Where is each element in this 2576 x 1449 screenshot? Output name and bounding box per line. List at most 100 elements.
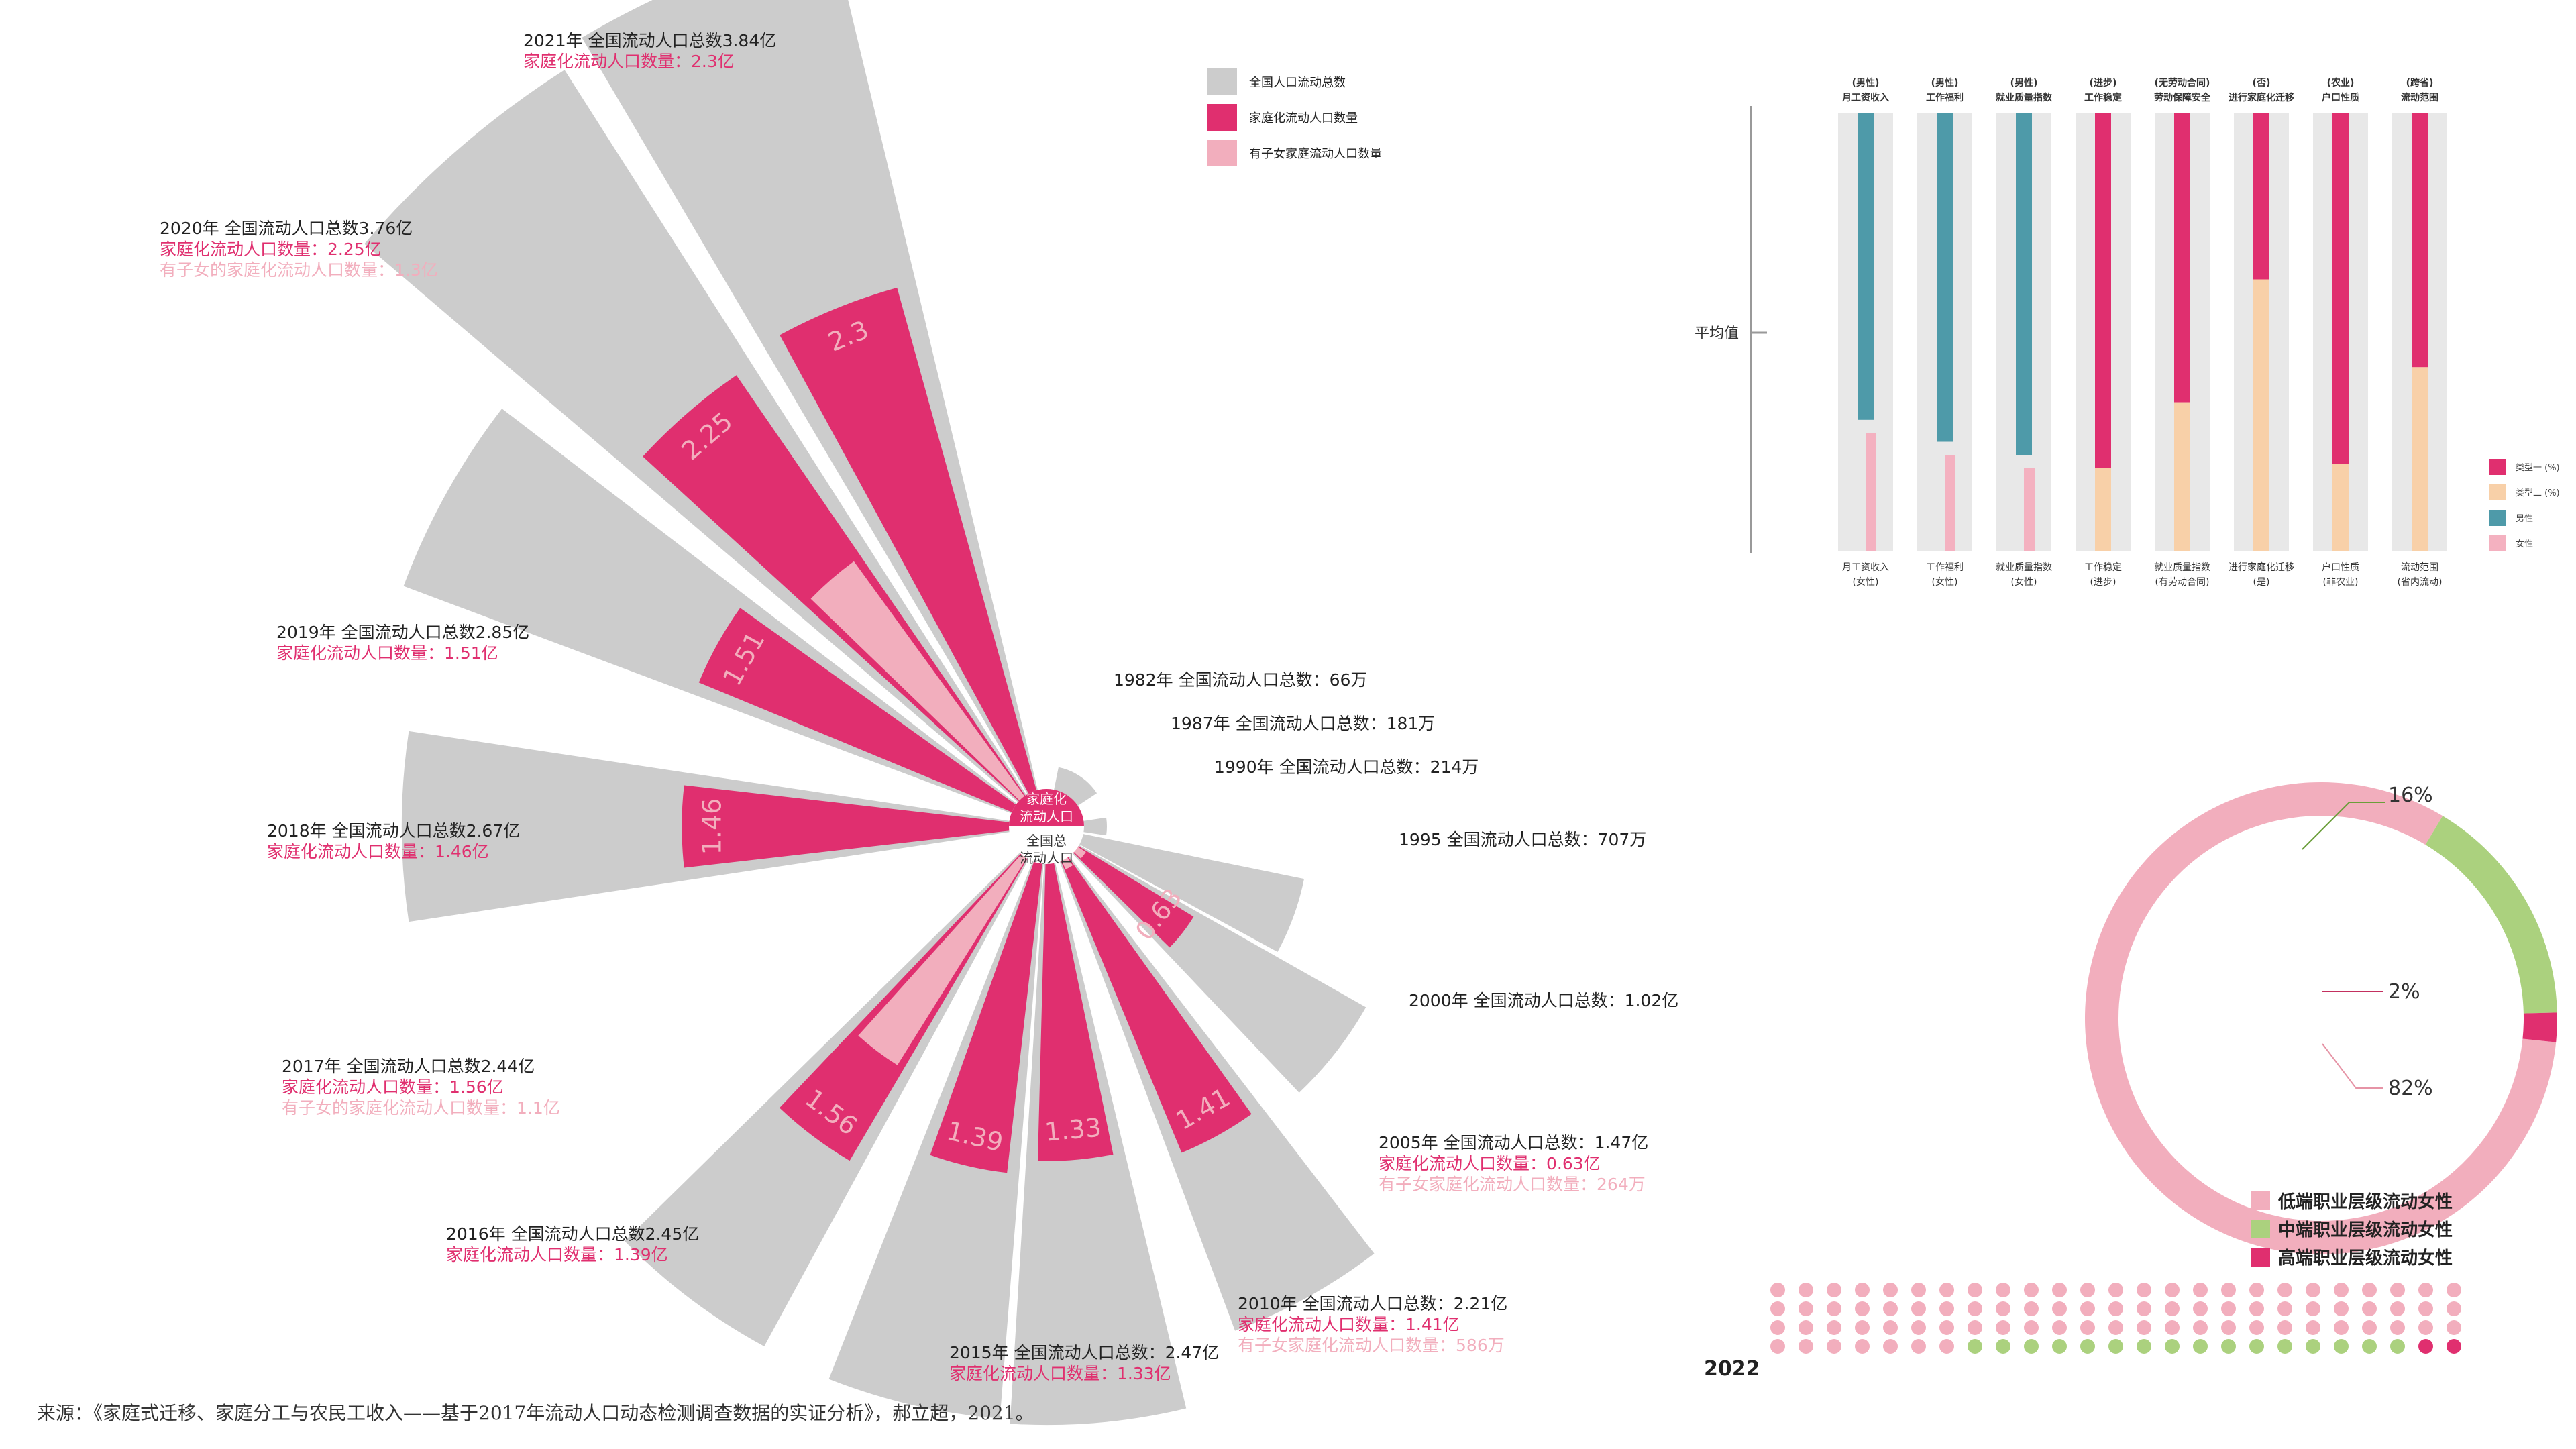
legend-label-2: 有子女家庭流动人口数量 <box>1249 147 1382 161</box>
donut-percent-2: 2% <box>2388 980 2420 1004</box>
dot-66 <box>2221 1320 2236 1335</box>
bar-total-2000 <box>1070 831 1305 952</box>
dot-90 <box>2193 1339 2208 1354</box>
dot-40 <box>2193 1301 2208 1316</box>
bar-bottom-label-0: 月工资收入 <box>1842 562 1889 573</box>
bar-top-label-5: 进行家庭化迁移 <box>2229 92 2294 103</box>
bar-upper-7 <box>2412 113 2428 368</box>
bar-children-2017 <box>858 846 1032 1065</box>
dot-98 <box>2418 1339 2433 1354</box>
annotation-2015-line-0: 2015年 全国流动人口总数：2.47亿 <box>949 1343 1219 1362</box>
dot-89 <box>2165 1339 2180 1354</box>
annotation-2020-line-2: 有子女的家庭化流动人口数量：1.3亿 <box>160 260 438 280</box>
dot-91 <box>2221 1339 2236 1354</box>
legend-swatch-0 <box>1208 68 1237 95</box>
bar-lower-1 <box>1945 455 1955 551</box>
dot-34 <box>2024 1301 2039 1316</box>
dot-87 <box>2108 1339 2123 1354</box>
stack-legend-swatch-3 <box>2489 535 2506 551</box>
bar-upper-5 <box>2253 113 2269 280</box>
dot-85 <box>2052 1339 2067 1354</box>
bar-family-2010 <box>1057 848 1252 1153</box>
bar-top-label-2: (男性) <box>2010 77 2038 89</box>
dot-33 <box>1996 1301 2010 1316</box>
bar-upper-6 <box>2332 113 2349 464</box>
dot-86 <box>2080 1339 2095 1354</box>
annotation-2019-line-0: 2019年 全国流动人口总数2.85亿 <box>276 623 529 642</box>
dot-78 <box>1855 1339 1870 1354</box>
pie-legend-label-2: 高端职业层级流动女性 <box>2278 1248 2453 1269</box>
stack-legend-label-2: 男性 <box>2516 514 2533 524</box>
avg-axis-label: 平均值 <box>1695 325 1739 342</box>
dot-30 <box>1911 1301 1926 1316</box>
bar-bottom-label-0: (女性) <box>1853 576 1879 588</box>
donut-slice-2 <box>2522 1012 2558 1042</box>
dot-8 <box>1996 1283 2010 1297</box>
dot-52 <box>1827 1320 1841 1335</box>
stack-legend-swatch-2 <box>2489 510 2506 526</box>
dot-27 <box>1827 1301 1841 1316</box>
bar-family-2018 <box>682 785 1020 868</box>
dot-36 <box>2080 1301 2095 1316</box>
dot-60 <box>2052 1320 2067 1335</box>
bar-lower-6 <box>2332 464 2349 551</box>
bar-top-label-0: 月工资收入 <box>1841 92 1889 103</box>
dot-6 <box>1939 1283 1954 1297</box>
annotation-2020-line-1: 家庭化流动人口数量：2.25亿 <box>160 239 382 259</box>
annotation-2017-line-1: 家庭化流动人口数量：1.56亿 <box>282 1077 504 1097</box>
dot-4 <box>1883 1283 1898 1297</box>
dot-29 <box>1883 1301 1898 1316</box>
bar-bottom-label-5: (是) <box>2253 577 2270 588</box>
dot-63 <box>2137 1320 2151 1335</box>
dot-24 <box>2447 1283 2461 1297</box>
annotation-2017-line-0: 2017年 全国流动人口总数2.44亿 <box>282 1057 535 1076</box>
dot-73 <box>2418 1320 2433 1335</box>
center-label-top: 流动人口 <box>1020 808 1073 824</box>
bar-upper-0 <box>1858 113 1874 420</box>
annotation-2019-line-1: 家庭化流动人口数量：1.51亿 <box>276 643 498 663</box>
dot-76 <box>1799 1339 1813 1354</box>
bar-top-label-7: (跨省) <box>2406 77 2434 89</box>
annotation-2017-line-2: 有子女的家庭化流动人口数量：1.1亿 <box>282 1098 560 1118</box>
bar-bottom-label-3: 工作稳定 <box>2084 562 2122 573</box>
bar-bottom-label-7: (省内流动) <box>2398 577 2443 588</box>
dot-84 <box>2024 1339 2039 1354</box>
dot-7 <box>1968 1283 1982 1297</box>
dot-48 <box>2418 1301 2433 1316</box>
annotation-2018-line-1: 家庭化流动人口数量：1.46亿 <box>267 842 489 861</box>
bar-bottom-label-7: 流动范围 <box>2401 561 2438 573</box>
bar-bottom-label-2: (女性) <box>2011 576 2037 588</box>
dot-43 <box>2277 1301 2292 1316</box>
bar-children-2020 <box>810 561 1031 808</box>
annotation-2010-line-2: 有子女家庭化流动人口数量：586万 <box>1238 1336 1505 1355</box>
dot-28 <box>1855 1301 1870 1316</box>
annotation-2021-line-1: 家庭化流动人口数量：2.3亿 <box>523 52 735 71</box>
dot-45 <box>2334 1301 2349 1316</box>
dot-80 <box>1911 1339 1926 1354</box>
bar-family-2021 <box>780 287 1040 803</box>
dot-54 <box>1883 1320 1898 1335</box>
stacked-bar-chart: 平均值(男性)月工资收入月工资收入(女性)(男性)工作福利工作福利(女性)(男性… <box>1695 77 2560 588</box>
bar-family-2005 <box>1065 840 1194 948</box>
dot-26 <box>1799 1301 1813 1316</box>
annotation-2005-line-0: 2005年 全国流动人口总数：1.47亿 <box>1379 1133 1648 1152</box>
dot-21 <box>2362 1283 2377 1297</box>
annotation-2000-line-0: 2000年 全国流动人口总数：1.02亿 <box>1409 991 1678 1010</box>
center-top-half <box>1009 789 1084 826</box>
dot-39 <box>2165 1301 2180 1316</box>
dot-96 <box>2362 1339 2377 1354</box>
dot-13 <box>2137 1283 2151 1297</box>
annotation-2020-line-0: 2020年 全国流动人口总数3.76亿 <box>160 219 413 238</box>
dot-46 <box>2362 1301 2377 1316</box>
dot-25 <box>1770 1301 1785 1316</box>
dot-64 <box>2165 1320 2180 1335</box>
bar-family-2015 <box>1037 853 1114 1161</box>
legend-swatch-2 <box>1208 140 1237 166</box>
dot-83 <box>1996 1339 2010 1354</box>
dot-17 <box>2249 1283 2264 1297</box>
legend-label-1: 家庭化流动人口数量 <box>1249 111 1358 125</box>
annotation-2010-line-0: 2010年 全国流动人口总数：2.21亿 <box>1238 1294 1507 1313</box>
center-label-bottom: 全国总 <box>1026 833 1067 849</box>
dot-68 <box>2277 1320 2292 1335</box>
bar-top-label-7: 流动范围 <box>2401 92 2438 103</box>
